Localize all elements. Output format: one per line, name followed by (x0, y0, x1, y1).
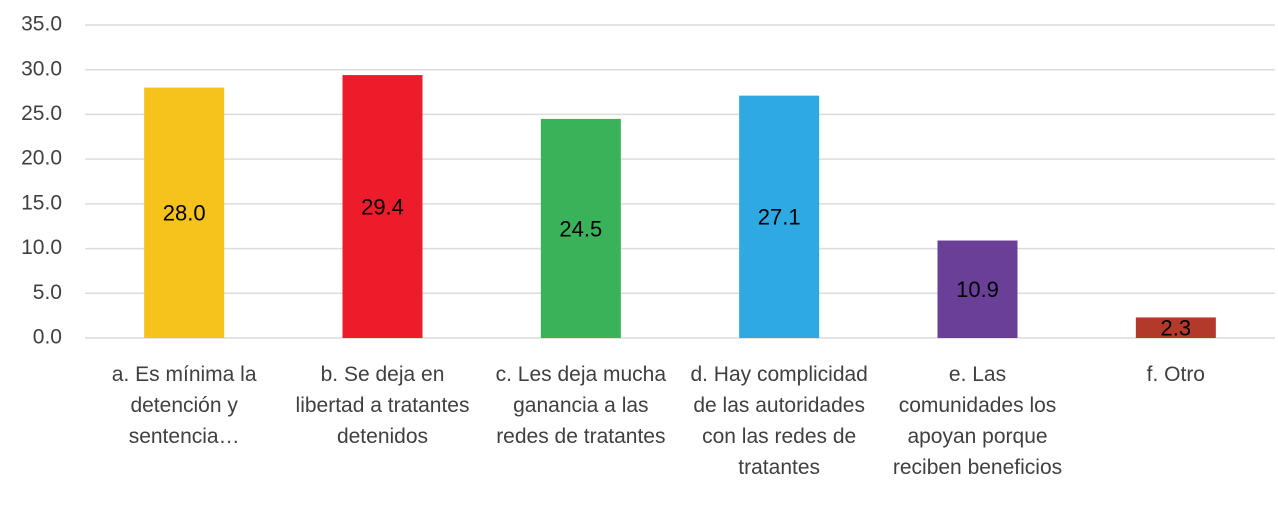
bar (342, 75, 423, 338)
bar (540, 118, 621, 339)
bar (144, 87, 225, 338)
value-label: 29.4 (361, 194, 404, 219)
y-tick-label: 10.0 (21, 236, 62, 259)
y-tick-label: 0.0 (33, 326, 62, 349)
bar (739, 95, 820, 338)
x-tick-label: e. Las comunidades los apoyan porque recibe… (893, 363, 1062, 479)
y-tick-label: 30.0 (21, 57, 62, 80)
value-label: 28.0 (163, 201, 206, 226)
y-tick-label: 20.0 (21, 147, 62, 170)
x-tick-label: a. Es mínima la detención y sentencia… (112, 363, 257, 448)
x-tick-label: f. Otro (1147, 363, 1205, 386)
y-tick-label: 5.0 (33, 281, 62, 304)
value-label: 24.5 (559, 216, 602, 241)
value-label: 10.9 (956, 277, 999, 302)
x-tick-label: d. Hay complicidad de las autoridades con … (690, 363, 867, 479)
y-tick-label: 15.0 (21, 191, 62, 214)
x-tick-label: c. Les deja mucha ganancia a las redes de … (496, 363, 667, 448)
bar (937, 240, 1018, 338)
value-label: 2.3 (1161, 316, 1192, 341)
y-tick-label: 25.0 (21, 102, 62, 125)
bar (1135, 317, 1216, 338)
x-tick-label: b. Se deja en libertad a tratantes detenid… (296, 363, 470, 448)
value-label: 27.1 (758, 205, 801, 230)
y-tick-label: 35.0 (21, 13, 62, 36)
